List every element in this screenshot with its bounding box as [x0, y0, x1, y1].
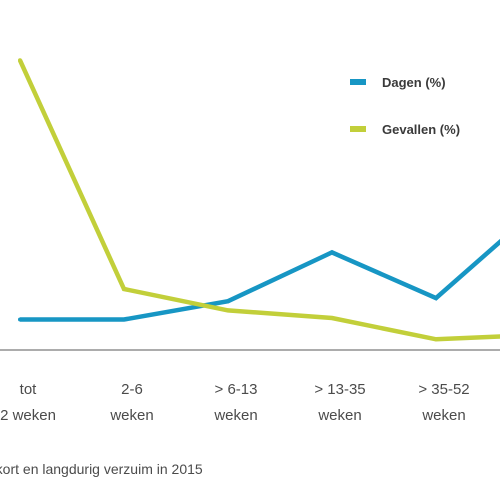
x-tick-labels: tot 2 weken 2-6 weken > 6-13 weken > 13-35 weke…	[0, 381, 470, 424]
series-group	[17, 58, 500, 342]
x-tick-label-1: 2-6 weken	[109, 381, 153, 424]
series-line-gevallen	[17, 59, 500, 342]
chart-caption: e kort en langdurig verzuim in 2015	[0, 461, 203, 477]
legend-label-gevallen: Gevallen (%)	[382, 122, 460, 137]
series-gevallen	[17, 58, 500, 342]
x-tick-label-0: tot 2 weken	[0, 381, 56, 424]
x-tick-label-4: > 35-52 weken	[418, 381, 469, 424]
legend-label-dagen: Dagen (%)	[382, 75, 446, 90]
data-point-dagen-2	[226, 299, 230, 304]
x-tick-label-3-line-0: > 13-35	[314, 381, 365, 398]
x-tick-label-2: > 6-13 weken	[213, 381, 257, 424]
data-point-dagen-3	[330, 250, 334, 255]
data-point-dagen-0	[18, 317, 22, 322]
data-point-gevallen-2	[226, 308, 230, 313]
x-tick-label-2-line-0: > 6-13	[215, 381, 258, 398]
data-point-dagen-1	[122, 317, 126, 322]
x-tick-label-0-line-1: 2 weken	[0, 407, 56, 424]
data-point-gevallen-1	[122, 287, 126, 291]
data-point-dagen-4	[434, 296, 438, 301]
series-dagen	[18, 238, 500, 322]
legend-swatch-gevallen	[350, 126, 366, 132]
data-point-gevallen-0	[18, 58, 22, 63]
legend-swatch-dagen	[350, 79, 366, 85]
x-tick-label-0-line-0: tot	[20, 381, 38, 398]
x-tick-label-2-line-1: weken	[213, 407, 257, 424]
legend: Dagen (%) Gevallen (%)	[350, 75, 460, 137]
series-line-dagen	[20, 238, 500, 322]
data-point-gevallen-4	[434, 337, 438, 342]
x-tick-label-3: > 13-35 weken	[314, 381, 365, 424]
data-point-gevallen-3	[330, 316, 334, 320]
x-tick-label-1-line-0: 2-6	[121, 381, 143, 398]
x-tick-label-1-line-1: weken	[109, 407, 153, 424]
x-tick-label-3-line-1: weken	[317, 407, 361, 424]
x-tick-label-4-line-1: weken	[421, 407, 465, 424]
x-tick-label-4-line-0: > 35-52	[418, 381, 469, 398]
